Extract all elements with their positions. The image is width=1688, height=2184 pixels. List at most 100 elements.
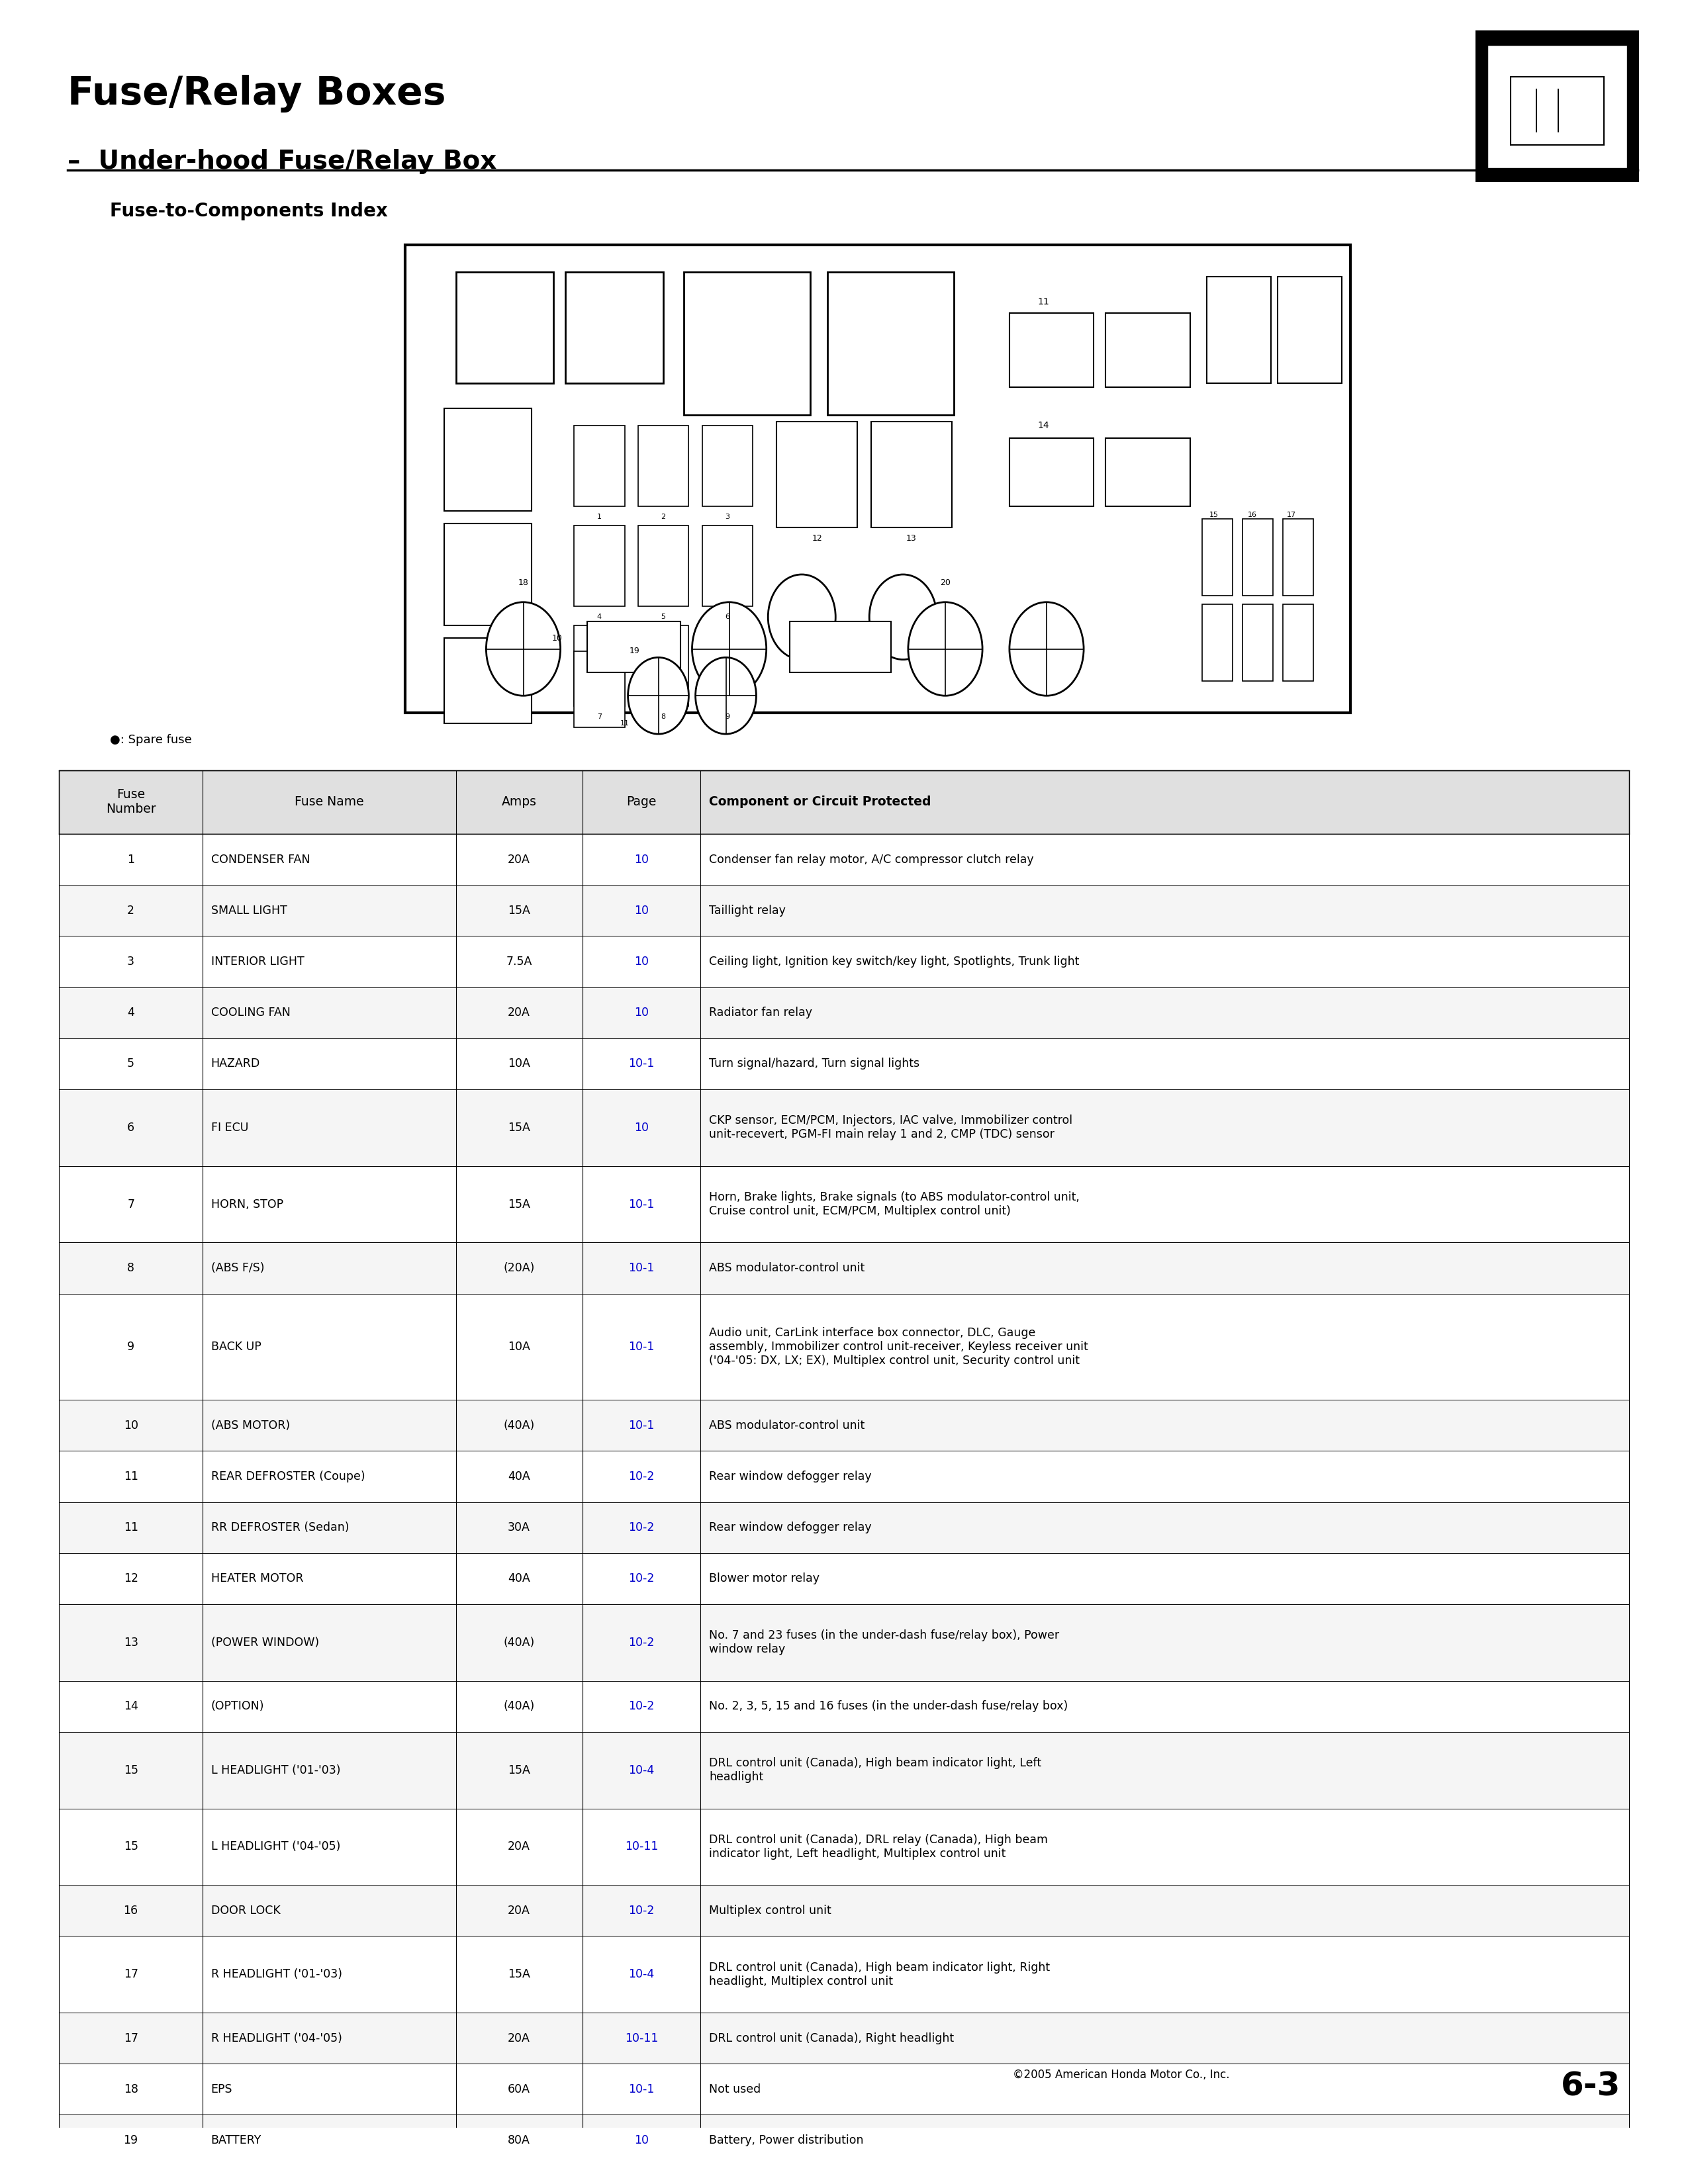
Text: No. 2, 3, 5, 15 and 16 fuses (in the under-dash fuse/relay box): No. 2, 3, 5, 15 and 16 fuses (in the und…: [709, 1701, 1069, 1712]
Text: 1: 1: [127, 854, 135, 865]
Text: 17: 17: [123, 2033, 138, 2044]
Text: 40A: 40A: [508, 1572, 530, 1586]
Bar: [574, 526, 625, 607]
Text: Ceiling light, Ignition key switch/key light, Spotlights, Trunk light: Ceiling light, Ignition key switch/key l…: [709, 957, 1079, 968]
Bar: [574, 651, 625, 727]
Text: 3: 3: [726, 513, 729, 520]
Bar: [59, 1553, 1629, 1605]
Bar: [574, 426, 625, 507]
Text: Radiator fan relay: Radiator fan relay: [709, 1007, 812, 1018]
Text: (POWER WINDOW): (POWER WINDOW): [211, 1636, 319, 1649]
Text: 13: 13: [123, 1636, 138, 1649]
Text: 14: 14: [123, 1701, 138, 1712]
Bar: [59, 1037, 1629, 1090]
Bar: [59, 771, 1629, 834]
Bar: [638, 426, 689, 507]
Text: 20A: 20A: [508, 1007, 530, 1018]
Text: 10-2: 10-2: [628, 1701, 655, 1712]
Bar: [1009, 312, 1094, 387]
Text: REAR DEFROSTER (Coupe): REAR DEFROSTER (Coupe): [211, 1470, 365, 1483]
Bar: [702, 526, 753, 607]
Text: ©2005 American Honda Motor Co., Inc.: ©2005 American Honda Motor Co., Inc.: [1013, 2068, 1229, 2081]
Text: 18: 18: [518, 579, 528, 587]
Text: CONDENSER FAN: CONDENSER FAN: [211, 854, 311, 865]
Bar: [638, 526, 689, 607]
Bar: [1242, 605, 1273, 681]
Text: ●: Spare fuse: ●: Spare fuse: [110, 734, 192, 747]
Text: +: +: [1494, 48, 1504, 61]
Bar: [1106, 439, 1190, 507]
Text: 80A: 80A: [508, 2134, 530, 2147]
Text: Not used: Not used: [709, 2084, 761, 2094]
Circle shape: [1009, 603, 1084, 697]
Bar: [1202, 605, 1232, 681]
Text: 12: 12: [123, 1572, 138, 1586]
Text: 19: 19: [630, 646, 640, 655]
Bar: [59, 1682, 1629, 1732]
Text: 10-11: 10-11: [625, 1841, 658, 1852]
Text: 10-2: 10-2: [628, 1572, 655, 1586]
Bar: [59, 1935, 1629, 2014]
Text: 7: 7: [127, 1199, 135, 1210]
Text: (40A): (40A): [503, 1701, 535, 1712]
Text: R HEADLIGHT ('01-'03): R HEADLIGHT ('01-'03): [211, 1968, 343, 1981]
Text: 10-4: 10-4: [628, 1968, 655, 1981]
Text: Fuse-to-Components Index: Fuse-to-Components Index: [110, 203, 388, 221]
Text: Condenser fan relay motor, A/C compressor clutch relay: Condenser fan relay motor, A/C compresso…: [709, 854, 1033, 865]
Text: Battery, Power distribution: Battery, Power distribution: [709, 2134, 864, 2147]
Text: Page: Page: [626, 795, 657, 808]
Text: 10-1: 10-1: [628, 2084, 655, 2094]
Text: DRL control unit (Canada), Right headlight: DRL control unit (Canada), Right headlig…: [709, 2033, 954, 2044]
Bar: [1511, 76, 1604, 144]
Bar: [684, 273, 810, 415]
Text: Taillight relay: Taillight relay: [709, 904, 785, 917]
Bar: [59, 2064, 1629, 2114]
Bar: [456, 273, 554, 382]
Bar: [59, 1605, 1629, 1682]
Text: HAZARD: HAZARD: [211, 1057, 260, 1070]
Bar: [638, 625, 689, 705]
Bar: [1242, 520, 1273, 596]
Bar: [59, 1885, 1629, 1935]
Text: 6: 6: [127, 1123, 135, 1133]
Text: FI ECU: FI ECU: [211, 1123, 248, 1133]
Bar: [702, 426, 753, 507]
Text: Audio unit, CarLink interface box connector, DLC, Gauge
assembly, Immobilizer co: Audio unit, CarLink interface box connec…: [709, 1328, 1089, 1367]
Text: Fuse Name: Fuse Name: [294, 795, 365, 808]
Text: (40A): (40A): [503, 1636, 535, 1649]
Text: Rear window defogger relay: Rear window defogger relay: [709, 1522, 871, 1533]
Text: 18: 18: [123, 2084, 138, 2094]
Text: 7.5A: 7.5A: [506, 957, 532, 968]
Text: 10: 10: [635, 854, 648, 865]
Text: DOOR LOCK: DOOR LOCK: [211, 1904, 280, 1918]
Text: 10: 10: [635, 904, 648, 917]
Text: L HEADLIGHT ('01-'03): L HEADLIGHT ('01-'03): [211, 1765, 341, 1776]
Bar: [1106, 312, 1190, 387]
Bar: [59, 2114, 1629, 2167]
Text: Amps: Amps: [501, 795, 537, 808]
Text: 19: 19: [123, 2134, 138, 2147]
Text: 10-1: 10-1: [628, 1420, 655, 1431]
Text: (ABS MOTOR): (ABS MOTOR): [211, 1420, 290, 1431]
Bar: [405, 245, 1350, 712]
Text: Fuse/Relay Boxes: Fuse/Relay Boxes: [68, 74, 446, 111]
Text: Fuse
Number: Fuse Number: [106, 788, 155, 815]
Text: L HEADLIGHT ('04-'05): L HEADLIGHT ('04-'05): [211, 1841, 341, 1852]
Bar: [1278, 277, 1342, 382]
Text: EPS: EPS: [211, 2084, 233, 2094]
Bar: [444, 638, 532, 723]
Text: 11: 11: [619, 721, 630, 727]
Bar: [1207, 277, 1271, 382]
Text: No. 7 and 23 fuses (in the under-dash fuse/relay box), Power
window relay: No. 7 and 23 fuses (in the under-dash fu…: [709, 1629, 1060, 1655]
Text: Component or Circuit Protected: Component or Circuit Protected: [709, 795, 932, 808]
Bar: [59, 1732, 1629, 1808]
Text: 16: 16: [1247, 511, 1258, 518]
Bar: [59, 1293, 1629, 1400]
Text: 15: 15: [123, 1841, 138, 1852]
Text: (40A): (40A): [503, 1420, 535, 1431]
Text: 13: 13: [906, 533, 917, 542]
Text: 10-11: 10-11: [625, 2033, 658, 2044]
Text: 4: 4: [598, 614, 601, 620]
Bar: [574, 625, 625, 705]
Text: 10: 10: [552, 633, 562, 642]
